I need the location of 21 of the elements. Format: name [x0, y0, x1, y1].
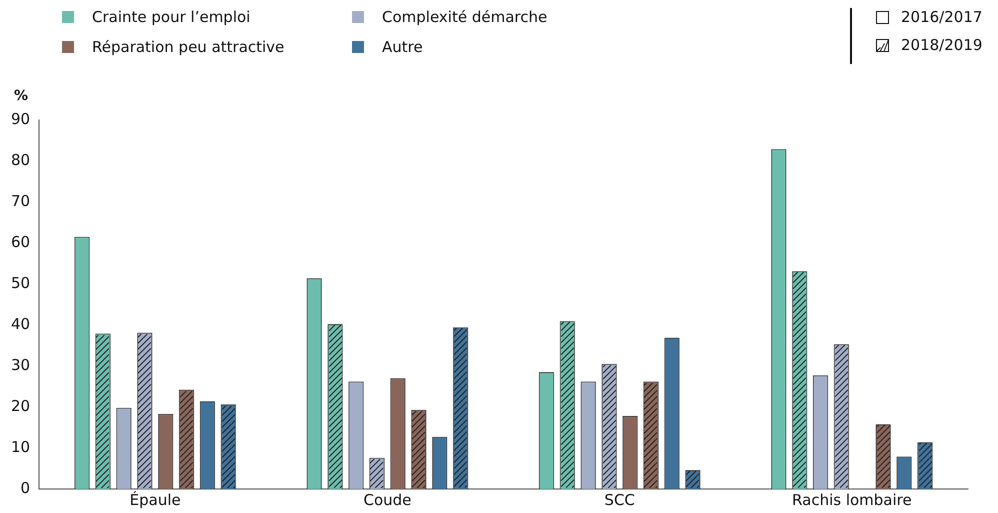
- x-tick-label: SCC: [604, 490, 635, 509]
- legend-label: Complexité démarche: [382, 8, 548, 26]
- y-tick-label: 0: [20, 478, 30, 497]
- y-tick-label: 70: [10, 192, 30, 210]
- y-tick-label: 90: [10, 110, 30, 128]
- x-tick-label: Rachis lombaire: [792, 490, 912, 509]
- x-tick-label: Coude: [363, 490, 412, 509]
- y-tick-label: 80: [10, 150, 30, 169]
- x-tick-label: Épaule: [130, 490, 181, 509]
- y-axis-title: %: [14, 88, 28, 104]
- text: 2018/2019: [901, 36, 982, 54]
- y-tick-label: 60: [10, 232, 30, 251]
- legend-label: Réparation peu attractive: [92, 38, 284, 56]
- y-tick-label: 20: [10, 396, 30, 415]
- y-tick-label: 50: [10, 274, 30, 292]
- y-tick-label: 10: [10, 438, 30, 456]
- y-tick-label: 30: [10, 356, 30, 374]
- legend-label: Autre: [382, 38, 423, 56]
- legend-label: Crainte pour l’emploi: [92, 8, 250, 26]
- text: 2016/2017: [901, 8, 982, 26]
- y-tick-label: 40: [10, 314, 30, 333]
